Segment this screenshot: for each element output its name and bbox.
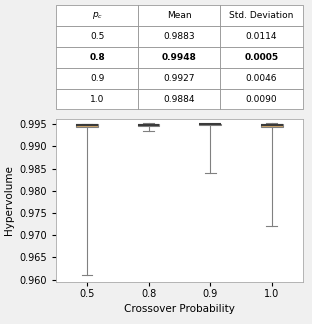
PathPatch shape: [261, 124, 283, 127]
PathPatch shape: [76, 124, 98, 127]
X-axis label: Crossover Probability: Crossover Probability: [124, 304, 235, 314]
PathPatch shape: [199, 124, 221, 125]
Y-axis label: Hypervolume: Hypervolume: [4, 166, 14, 235]
PathPatch shape: [138, 124, 159, 126]
